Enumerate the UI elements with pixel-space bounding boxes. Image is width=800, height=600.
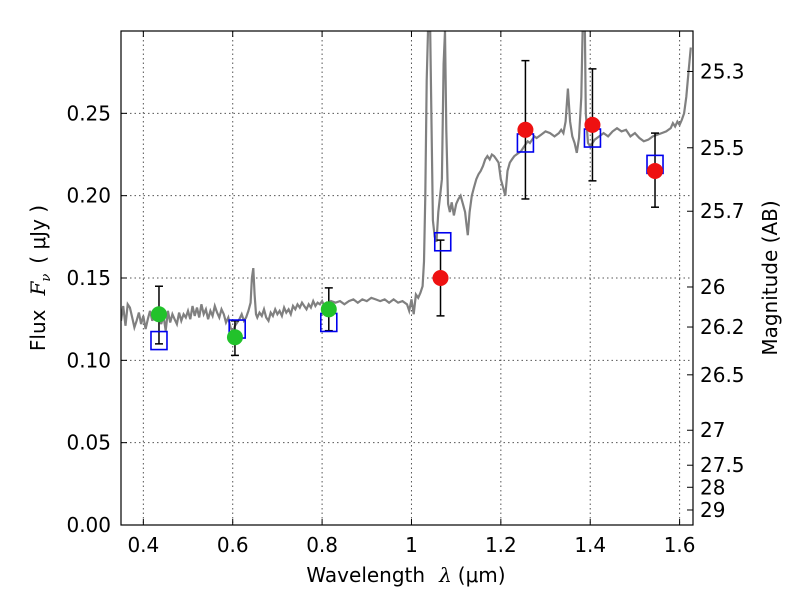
magnitude-tick-label: 26.5 — [700, 363, 745, 387]
model-square — [433, 231, 452, 252]
y-axis-label: FluxFν( μJy ) — [26, 205, 54, 351]
error-bars — [154, 59, 660, 357]
model-square — [150, 330, 168, 351]
photometry-point — [320, 301, 337, 318]
magnitude-tick-label: 25.7 — [700, 199, 745, 223]
photometry-point — [647, 162, 664, 179]
x-tick-label: 1.6 — [664, 533, 696, 557]
y-tick-label: 0.25 — [66, 101, 111, 125]
y-tick-label: 0.05 — [66, 431, 111, 455]
photometry-point — [150, 306, 167, 323]
x-tick-label: 1 — [405, 533, 418, 557]
magnitude-tick-label: 29 — [700, 498, 725, 522]
ticks — [121, 31, 693, 526]
photometry-points — [150, 116, 664, 346]
y-tick-label: 0.15 — [66, 266, 111, 290]
grid — [121, 31, 693, 526]
magnitude-tick-label: 27 — [700, 418, 725, 442]
photometry-point — [584, 116, 601, 133]
x-tick-labels: 0.4 0.6 0.8 1 1.2 1.4 1.6 — [127, 533, 695, 557]
x-axis-label: Wavelength λ (μm) — [306, 563, 505, 587]
y-tick-label: 0.20 — [66, 184, 111, 208]
photometry-point — [226, 329, 243, 346]
magnitude-axis-label: Magnitude (AB) — [758, 200, 782, 355]
x-tick-label: 0.4 — [127, 533, 159, 557]
magnitude-tick-label: 28 — [700, 475, 725, 499]
magnitude-tick-label: 27.5 — [700, 453, 745, 477]
x-tick-label: 0.8 — [306, 533, 338, 557]
x-tick-label: 0.6 — [217, 533, 249, 557]
magnitude-tick-label: 26 — [700, 275, 725, 299]
x-tick-label: 1.4 — [574, 533, 606, 557]
y-tick-label: 0.00 — [66, 513, 111, 537]
magnitude-tick-label: 25.5 — [700, 136, 745, 160]
photometry-point — [432, 270, 449, 286]
y-tick-label: 0.10 — [66, 348, 111, 372]
x-tick-label: 1.2 — [485, 533, 517, 557]
magnitude-tick-label: 25.3 — [700, 59, 745, 83]
magnitude-tick-label: 26.2 — [700, 315, 745, 339]
spectrum-line — [121, 31, 692, 336]
y-tick-labels: 0.00 0.05 0.10 0.15 0.20 0.25 — [66, 101, 111, 537]
photometry-point — [517, 121, 534, 138]
